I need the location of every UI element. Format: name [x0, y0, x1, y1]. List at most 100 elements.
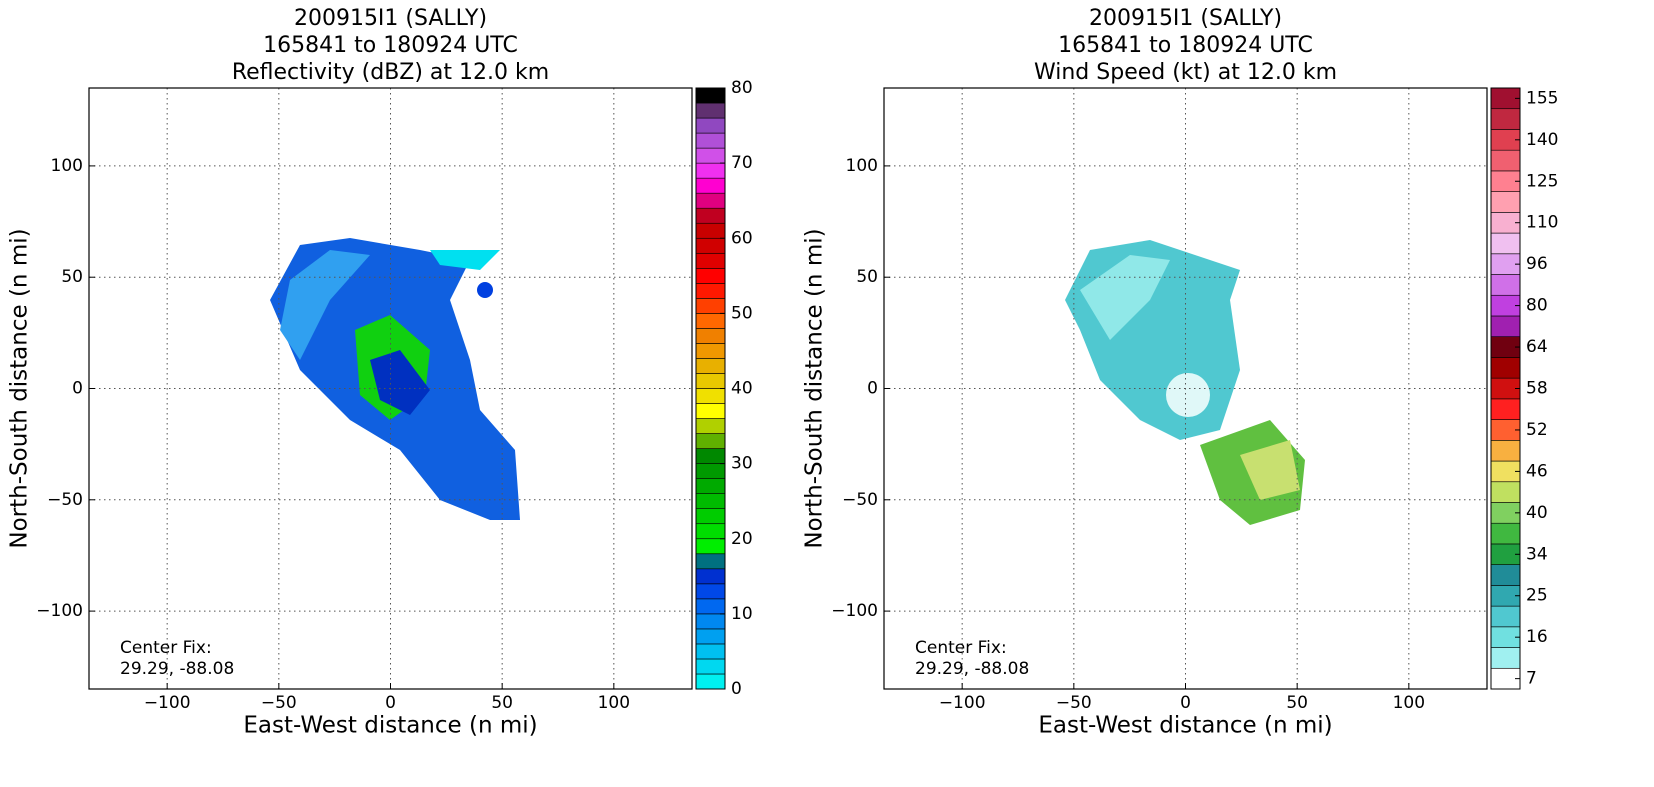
colorbar-tick-label: 10: [731, 604, 753, 624]
colorbar-band: [695, 328, 726, 344]
colorbar-tick-label: 25: [1526, 586, 1548, 606]
colorbar-band: [695, 448, 726, 464]
annotation: Center Fix:: [120, 638, 212, 658]
annotation: Center Fix:: [915, 638, 1007, 658]
colorbar-band: [695, 207, 726, 224]
colorbar-tick-label: 0: [731, 679, 742, 699]
colorbar-tick-label: 110: [1526, 213, 1558, 233]
colorbar-tick-label: 60: [731, 228, 753, 248]
colorbar-band: [695, 403, 726, 419]
radar-field-left: [270, 238, 520, 520]
colorbar-tick-label: 64: [1526, 337, 1548, 357]
colorbar-band: [1490, 191, 1521, 213]
colorbar-band: [695, 267, 726, 284]
colorbar-band: [695, 252, 726, 269]
colorbar-band: [695, 433, 726, 449]
colorbar-band: [1490, 605, 1521, 628]
colorbar-band: [1490, 149, 1521, 172]
colorbar-band: [695, 658, 726, 675]
colorbar-band: [1490, 564, 1521, 586]
colorbar-band: [695, 508, 726, 525]
colorbar-tick-label: 80: [1526, 296, 1548, 316]
colorbar-band: [1490, 522, 1521, 545]
colorbar-band: [695, 192, 726, 209]
y-tick-label: −100: [831, 601, 878, 621]
y-tick-label: −50: [842, 490, 878, 510]
colorbar-band: [695, 523, 726, 540]
y-tick-label: −100: [36, 601, 83, 621]
x-axis-label: East-West distance (n mi): [243, 713, 537, 739]
y-tick-label: 50: [61, 267, 83, 287]
colorbar-tick-label: 20: [731, 529, 753, 549]
y-tick-label: 0: [867, 379, 878, 399]
colorbar-band: [695, 102, 726, 119]
chart-title: 165841 to 180924 UTC: [263, 33, 518, 58]
colorbar-band: [695, 388, 726, 404]
chart-title: Reflectivity (dBZ) at 12.0 km: [232, 60, 549, 85]
colorbar-band: [695, 313, 726, 329]
colorbar-band: [695, 358, 726, 374]
colorbar-tick-label: 96: [1526, 254, 1548, 274]
plot-frame: [883, 87, 1488, 690]
colorbar-band: [695, 418, 726, 434]
x-tick-label: 50: [1286, 693, 1308, 713]
x-tick-label: 0: [385, 693, 396, 713]
colorbar-band: [695, 493, 726, 509]
chart-title: Wind Speed (kt) at 12.0 km: [1034, 60, 1337, 85]
y-tick-label: 0: [72, 379, 83, 399]
y-tick-label: 50: [856, 267, 878, 287]
y-tick-label: 100: [51, 156, 83, 176]
colorbar-band: [695, 117, 726, 134]
y-axis-label: North-South distance (n mi): [802, 228, 828, 548]
colorbar-band: [695, 538, 726, 555]
colorbar-tick-label: 140: [1526, 130, 1558, 150]
annotation: 29.29, -88.08: [915, 659, 1029, 679]
colorbar-tick-label: 70: [731, 153, 753, 173]
colorbar-tick-label: 50: [731, 303, 753, 323]
colorbar-band: [695, 568, 726, 585]
y-tick-label: −50: [47, 490, 83, 510]
colorbar-band: [1490, 440, 1521, 462]
colorbar-band: [695, 343, 726, 359]
colorbar-band: [695, 673, 726, 690]
colorbar-band: [1490, 357, 1521, 379]
colorbar-band: [695, 177, 726, 194]
colorbar-band: [1490, 274, 1521, 296]
colorbar-band: [695, 222, 726, 239]
colorbar-band: [1490, 398, 1521, 420]
x-tick-label: 0: [1180, 693, 1191, 713]
colorbar-band: [695, 553, 726, 570]
colorbar-band: [695, 237, 726, 254]
y-tick-label: 100: [846, 156, 878, 176]
colorbar-tick-label: 7: [1526, 669, 1537, 689]
colorbar-band: [1490, 481, 1521, 503]
colorbar-band: [695, 598, 726, 615]
colorbar-band: [695, 583, 726, 600]
colorbar-band: [1490, 108, 1521, 130]
x-tick-label: 50: [491, 693, 513, 713]
colorbar-band: [695, 373, 726, 389]
colorbar-tick-label: 30: [731, 454, 753, 474]
chart-title: 165841 to 180924 UTC: [1058, 33, 1313, 58]
colorbar-tick-label: 40: [731, 379, 753, 399]
colorbar-band: [695, 162, 726, 179]
y-axis-label: North-South distance (n mi): [7, 228, 33, 548]
colorbar-tick-label: 52: [1526, 420, 1548, 440]
annotation: 29.29, -88.08: [120, 659, 234, 679]
x-tick-label: −50: [1056, 693, 1092, 713]
x-tick-label: −100: [144, 693, 191, 713]
chart-title: 200915I1 (SALLY): [1089, 6, 1282, 31]
colorbar-band: [695, 298, 726, 314]
colorbar-band: [695, 147, 726, 164]
chart-title: 200915I1 (SALLY): [294, 6, 487, 31]
colorbar-band: [695, 463, 726, 479]
x-tick-label: −100: [939, 693, 986, 713]
colorbar-band: [1490, 232, 1521, 255]
colorbar-tick-label: 155: [1526, 88, 1558, 108]
colorbar-band: [1490, 647, 1521, 669]
colorbar-tick-label: 34: [1526, 544, 1548, 564]
colorbar-band: [695, 132, 726, 149]
colorbar-band: [695, 283, 726, 299]
colorbar-tick-label: 46: [1526, 461, 1548, 481]
